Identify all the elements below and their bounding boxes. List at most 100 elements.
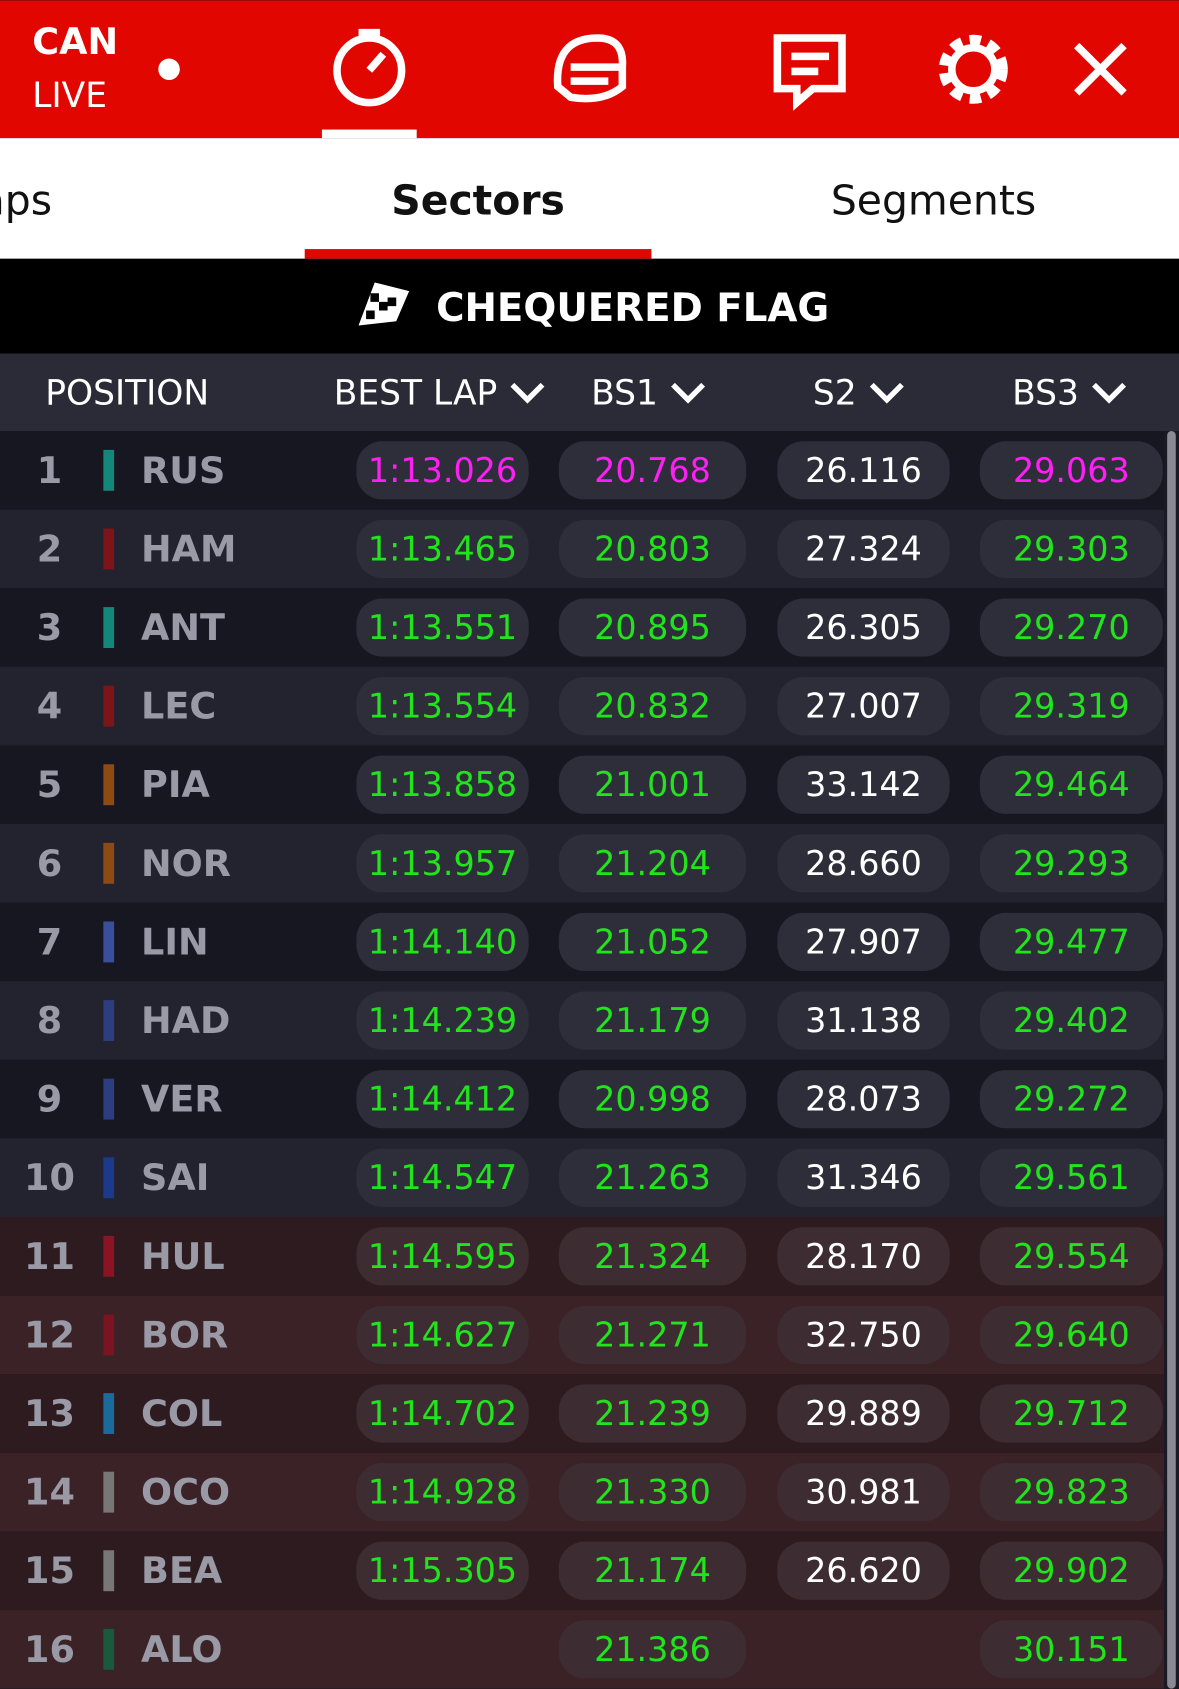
time-value: 29.319 (1013, 687, 1130, 726)
time-value: 32.750 (805, 1315, 922, 1354)
driver-code: RUS (141, 449, 225, 492)
time-value: 1:14.627 (368, 1315, 517, 1354)
column-header-label[interactable]: BS3 (1012, 373, 1079, 413)
time-value: 20.803 (594, 529, 711, 568)
team-color (103, 1235, 115, 1277)
time-value: 1:14.140 (368, 922, 517, 961)
flag-icon (358, 282, 410, 326)
time-value: 29.270 (1013, 608, 1130, 647)
tab[interactable]: Sectors (391, 177, 565, 225)
driver-code: COL (141, 1392, 222, 1435)
close-icon[interactable] (1074, 42, 1127, 96)
time-value: 28.660 (805, 844, 922, 883)
team-color (103, 607, 115, 648)
team-color (103, 685, 115, 727)
time-value: 1:15.305 (368, 1551, 517, 1590)
team-color (103, 1000, 115, 1041)
time-pill (777, 1148, 950, 1207)
driver-code: HUL (141, 1235, 225, 1278)
time-pill (777, 1070, 950, 1129)
time-pill (979, 912, 1163, 972)
time-value: 29.712 (1013, 1394, 1130, 1433)
time-pill (558, 834, 747, 893)
driver-code: LEC (141, 685, 216, 728)
position: 1 (37, 449, 62, 492)
time-value: 20.832 (594, 687, 711, 726)
time-value: 21.263 (594, 1158, 711, 1197)
column-header-label[interactable]: BS1 (591, 373, 658, 413)
timing-icon[interactable] (333, 28, 406, 107)
position: 10 (24, 1156, 75, 1199)
time-pill (979, 991, 1163, 1050)
position: 8 (37, 999, 62, 1042)
team-color (103, 1078, 115, 1120)
driver-code: NOR (141, 842, 231, 885)
time-value: 21.179 (594, 1001, 711, 1040)
driver-code: SAI (141, 1156, 209, 1199)
time-value: 26.305 (805, 608, 922, 647)
tab[interactable]: Segments (831, 177, 1036, 225)
event-code: CAN (32, 20, 118, 63)
team-color (103, 1157, 115, 1199)
team-color (103, 528, 115, 570)
time-pill (979, 598, 1163, 657)
time-pill (356, 1227, 529, 1286)
position: 9 (37, 1078, 62, 1121)
position: 6 (37, 842, 62, 885)
position: 2 (37, 527, 62, 570)
time-value: 30.151 (1013, 1630, 1130, 1669)
time-value: 1:13.554 (368, 687, 517, 726)
time-pill (356, 1384, 529, 1443)
time-pill (979, 519, 1163, 579)
time-value: 29.402 (1013, 1001, 1130, 1040)
column-header-label[interactable]: BEST LAP (334, 373, 498, 413)
team-color (103, 1393, 115, 1434)
team-color (103, 1550, 115, 1592)
time-pill (979, 1148, 1163, 1207)
position: 7 (37, 920, 62, 963)
time-value: 29.272 (1013, 1080, 1130, 1119)
time-pill (777, 1305, 950, 1365)
time-pill (979, 1620, 1163, 1679)
time-value: 29.561 (1013, 1158, 1130, 1197)
time-value: 27.007 (805, 687, 922, 726)
time-pill (777, 441, 950, 500)
time-value: 1:14.547 (368, 1158, 517, 1197)
column-header-label: POSITION (45, 373, 209, 413)
helmet-icon[interactable] (553, 34, 627, 103)
tab[interactable]: Laps (0, 177, 52, 225)
time-pill (558, 1463, 747, 1522)
time-pill (979, 1384, 1163, 1443)
time-pill (979, 1305, 1163, 1365)
time-pill (979, 677, 1163, 736)
time-pill (558, 1620, 747, 1679)
chat-icon[interactable] (773, 34, 846, 111)
sort-chevron[interactable] (1092, 382, 1127, 404)
time-value: 29.554 (1013, 1237, 1130, 1276)
sort-chevron[interactable] (671, 382, 706, 404)
time-pill (558, 1227, 747, 1286)
time-value: 1:14.702 (368, 1394, 517, 1433)
time-pill (558, 1541, 747, 1600)
position: 11 (24, 1235, 75, 1278)
driver-code: PIA (141, 763, 210, 806)
time-pill (558, 991, 747, 1050)
time-pill (558, 912, 747, 972)
time-pill (558, 755, 747, 814)
team-color (103, 449, 115, 491)
tab-bar (0, 138, 1179, 259)
time-pill (558, 519, 747, 579)
time-pill (979, 1463, 1163, 1522)
time-pill (356, 1463, 529, 1522)
sort-chevron[interactable] (869, 382, 904, 404)
column-header-label[interactable]: S2 (813, 373, 857, 413)
position: 13 (24, 1392, 75, 1435)
time-pill (558, 1305, 747, 1365)
time-value: 20.768 (594, 451, 711, 490)
time-value: 27.907 (805, 922, 922, 961)
time-value: 28.073 (805, 1080, 922, 1119)
time-value: 29.640 (1013, 1315, 1130, 1354)
driver-code: LIN (141, 920, 209, 963)
time-value: 20.895 (594, 608, 711, 647)
sort-chevron[interactable] (510, 382, 545, 404)
